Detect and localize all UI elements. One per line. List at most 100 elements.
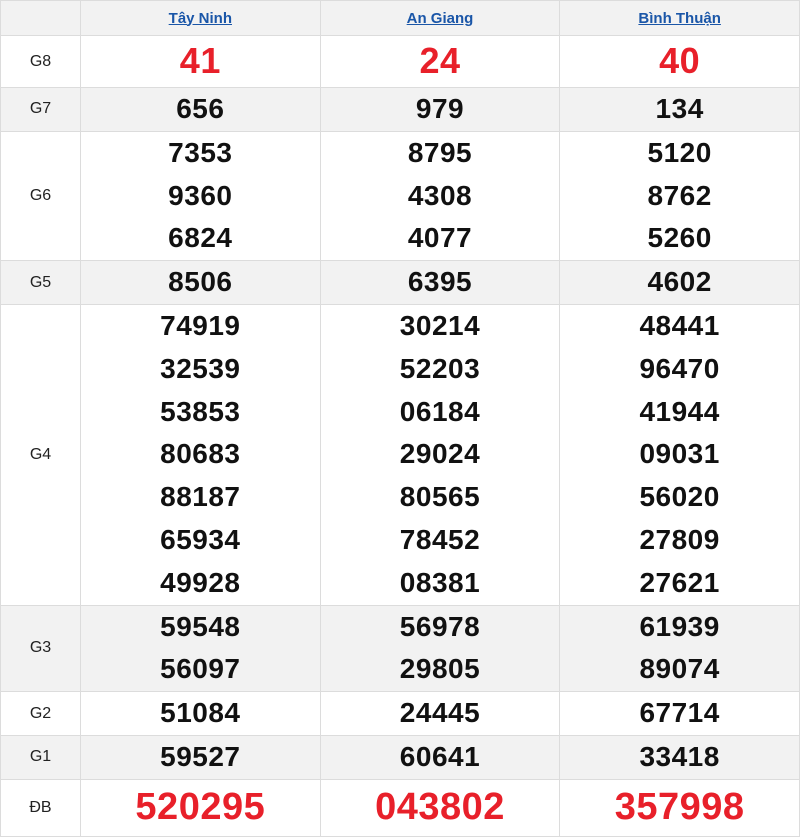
prize-cell: 30214 52203 06184 29024 80565 78452 08381 bbox=[319, 303, 561, 606]
prize-number: 7353 bbox=[168, 136, 233, 168]
prize-number: 52203 bbox=[399, 352, 481, 384]
prize-number: 5120 bbox=[647, 136, 712, 168]
province-link-binh-thuan[interactable]: Bình Thuận bbox=[638, 9, 721, 27]
prize-row-g2: G2 51084 24445 67714 bbox=[0, 691, 800, 736]
prize-number: 357998 bbox=[614, 786, 745, 829]
prize-number: 520295 bbox=[135, 786, 266, 829]
prize-label: G3 bbox=[0, 604, 81, 693]
prize-number: 65934 bbox=[160, 523, 241, 555]
prize-number: 48441 bbox=[639, 309, 720, 341]
prize-row-g5: G5 8506 6395 4602 bbox=[0, 260, 800, 305]
prize-label: G6 bbox=[0, 130, 81, 262]
prize-label: G8 bbox=[0, 35, 81, 88]
prize-number: 67714 bbox=[639, 697, 720, 729]
prize-cell: 24445 bbox=[319, 691, 561, 736]
prize-number: 80565 bbox=[399, 481, 481, 513]
prize-row-g8: G8 41 24 40 bbox=[0, 35, 800, 88]
prize-row-g4: G4 74919 32539 53853 80683 88187 65934 49928 302… bbox=[0, 303, 800, 606]
prize-cell: 5120 8762 5260 bbox=[559, 130, 800, 262]
prize-label: G2 bbox=[0, 691, 81, 736]
prize-number: 9360 bbox=[168, 179, 233, 211]
prize-number: 5260 bbox=[647, 222, 712, 254]
prize-cell: 33418 bbox=[559, 734, 800, 780]
prize-cell: 520295 bbox=[80, 778, 321, 837]
prize-number: 27809 bbox=[639, 523, 720, 555]
prize-row-g6: G6 7353 9360 6824 8795 4308 4077 5120 8762 5260 bbox=[0, 130, 800, 262]
prize-number: 08381 bbox=[399, 566, 481, 598]
prize-label: G5 bbox=[0, 260, 81, 305]
prize-number: 043802 bbox=[375, 786, 505, 829]
prize-row-g1: G1 59527 60641 33418 bbox=[0, 734, 800, 780]
prize-number: 24 bbox=[419, 40, 461, 82]
prize-row-g7: G7 656 979 134 bbox=[0, 87, 800, 132]
prize-cell: 134 bbox=[559, 87, 800, 132]
prize-number: 53853 bbox=[160, 395, 241, 427]
prize-number: 29805 bbox=[399, 653, 481, 685]
prize-number: 89074 bbox=[639, 653, 720, 685]
prize-cell: 6395 bbox=[319, 260, 561, 305]
prize-number: 24445 bbox=[399, 697, 481, 729]
prize-number: 59527 bbox=[160, 740, 241, 772]
province-link-an-giang[interactable]: An Giang bbox=[406, 9, 474, 27]
prize-number: 979 bbox=[415, 93, 465, 124]
prize-row-đb: ĐB 520295 043802 357998 bbox=[0, 778, 800, 837]
prize-number: 4308 bbox=[407, 179, 473, 211]
prize-number: 8795 bbox=[407, 136, 473, 168]
prize-number: 8762 bbox=[647, 179, 712, 211]
prize-number: 61939 bbox=[639, 610, 720, 642]
prize-number: 33418 bbox=[639, 740, 720, 772]
prize-number: 4602 bbox=[647, 266, 712, 298]
prize-cell: 656 bbox=[80, 87, 321, 132]
prize-number: 656 bbox=[176, 93, 225, 124]
prize-cell: 74919 32539 53853 80683 88187 65934 49928 bbox=[80, 303, 321, 606]
prize-number: 41944 bbox=[639, 395, 720, 427]
prize-number: 4077 bbox=[407, 222, 473, 254]
prize-cell: 59548 56097 bbox=[80, 604, 321, 693]
prize-number: 78452 bbox=[399, 523, 481, 555]
prize-cell: 979 bbox=[319, 87, 561, 132]
prize-number: 27621 bbox=[639, 566, 720, 598]
prize-label: G1 bbox=[0, 734, 81, 780]
prize-number: 59548 bbox=[160, 610, 241, 642]
prize-label: ĐB bbox=[0, 778, 81, 837]
prize-number: 6824 bbox=[168, 222, 233, 254]
prize-number: 134 bbox=[655, 93, 704, 124]
prize-number: 88187 bbox=[160, 481, 241, 513]
prize-cell: 40 bbox=[559, 35, 800, 88]
prize-number: 56020 bbox=[639, 481, 720, 513]
prize-cell: 56978 29805 bbox=[319, 604, 561, 693]
prize-number: 51084 bbox=[160, 697, 241, 729]
prize-cell: 61939 89074 bbox=[559, 604, 800, 693]
prize-number: 06184 bbox=[399, 395, 481, 427]
prize-row-g3: G3 59548 56097 56978 29805 61939 89074 bbox=[0, 604, 800, 693]
prize-number: 41 bbox=[179, 40, 221, 82]
prize-cell: 4602 bbox=[559, 260, 800, 305]
prize-number: 56097 bbox=[160, 653, 241, 685]
prize-number: 49928 bbox=[160, 566, 241, 598]
prize-number: 30214 bbox=[399, 309, 481, 341]
prize-number: 56978 bbox=[399, 610, 481, 642]
header-row: Tây Ninh An Giang Bình Thuận bbox=[0, 0, 800, 36]
prize-cell: 48441 96470 41944 09031 56020 27809 27621 bbox=[559, 303, 800, 606]
prize-cell: 8795 4308 4077 bbox=[319, 130, 561, 262]
prize-number: 74919 bbox=[160, 309, 241, 341]
prize-cell: 67714 bbox=[559, 691, 800, 736]
prize-cell: 8506 bbox=[80, 260, 321, 305]
prize-cell: 41 bbox=[80, 35, 321, 88]
prize-number: 09031 bbox=[639, 438, 720, 470]
prize-number: 6395 bbox=[407, 266, 473, 298]
prize-number: 60641 bbox=[399, 740, 481, 772]
prize-label: G4 bbox=[0, 303, 81, 606]
province-link-tay-ninh[interactable]: Tây Ninh bbox=[168, 9, 232, 27]
prize-number: 40 bbox=[659, 40, 701, 82]
prize-cell: 043802 bbox=[319, 778, 561, 837]
prize-label: G7 bbox=[0, 87, 81, 132]
prize-cell: 60641 bbox=[319, 734, 561, 780]
prize-number: 80683 bbox=[160, 438, 241, 470]
prize-number: 29024 bbox=[399, 438, 481, 470]
corner-cell bbox=[0, 0, 81, 36]
prize-cell: 51084 bbox=[80, 691, 321, 736]
prize-number: 32539 bbox=[160, 352, 241, 384]
prize-number: 8506 bbox=[168, 266, 233, 298]
